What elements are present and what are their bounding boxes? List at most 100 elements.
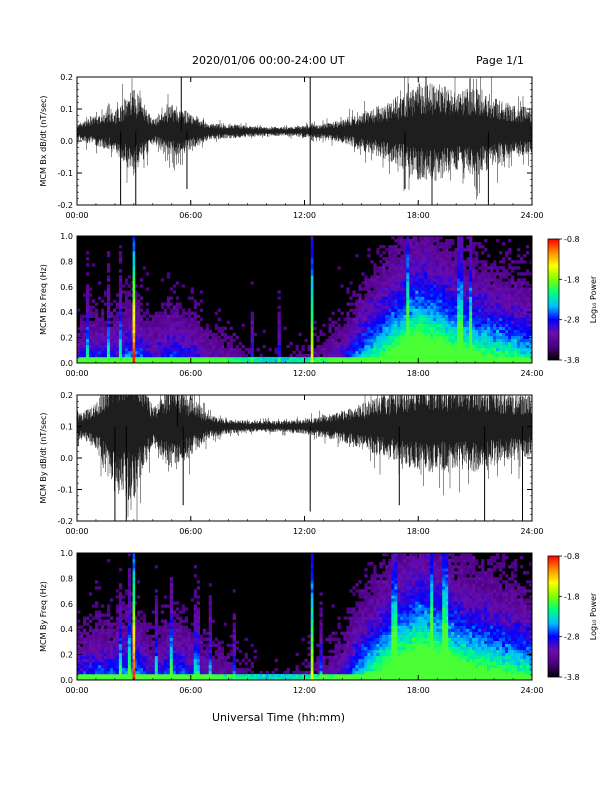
spectrogram-cell [157,317,162,321]
spectrogram-cell [367,254,371,258]
spectrogram-cell [184,652,189,657]
spectrogram-cell [364,311,368,315]
spectrogram-cell [448,278,452,282]
spectrogram-cell [418,344,422,349]
spectrogram-cell [88,658,93,663]
spectrogram-cell [415,299,419,303]
spectrogram-cell [139,616,144,620]
spectrogram-cell [436,248,440,252]
spectrogram-cell [214,350,218,355]
spectrogram-cell [466,356,470,361]
spectrogram-cell [397,287,401,291]
spectrogram-cell [196,601,201,605]
spectrogram-cell [199,344,204,349]
spectrogram-cell [151,323,156,328]
spectrogram-cell [133,293,138,297]
spectrogram-cell [130,628,135,632]
spectrogram-cell [379,296,383,300]
spectrogram-cell [481,275,485,279]
spectrogram-cell [529,293,533,297]
spectrogram-cell [163,670,168,675]
spectrogram-cell [115,667,120,672]
spectrogram-cell [385,293,389,297]
spectrogram-cell [91,320,96,324]
spectrogram-cell [79,347,84,352]
spectrogram-stripe-cell [132,269,136,273]
spectrogram-cell [448,347,452,352]
spectrogram-cell [352,293,356,297]
spectrogram-cell [409,353,413,358]
spectrogram-cell [427,248,431,252]
spectrogram-stripe-cell [132,302,136,306]
spectrogram-cell [178,640,183,645]
spectrogram-cell [112,359,117,364]
spectrogram-cell [400,269,404,273]
spectrogram-cell [133,655,138,660]
spectrogram-cell [118,583,123,587]
spectrogram-cell [484,344,488,349]
spectrogram-cell [412,266,416,270]
spectrogram-cell [490,323,494,328]
spectrogram-cell [511,293,515,297]
spectrogram-cell [523,254,527,258]
spectrogram-cell [475,308,479,312]
spectrogram-cell [268,356,272,361]
spectrogram-cell [115,317,120,321]
spectrogram-cell [214,661,218,666]
spectrogram-cell [448,308,452,312]
spectrogram-cell [349,302,353,306]
spectrogram-cell [505,326,509,331]
spectrogram-cell [166,637,171,641]
spectrogram-cell [163,311,168,315]
spectrogram-cell [166,604,171,608]
spectrogram-cell [190,344,195,349]
spectrogram-cell [130,649,135,654]
spectrogram-cell [499,296,503,300]
spectrogram-cell [103,359,108,364]
spectrogram-cell [97,317,102,321]
spectrogram-stripe-cell [310,275,314,279]
spectrogram-cell [106,269,111,273]
spectrogram-cell [346,314,350,318]
spectrogram-cell [157,676,162,681]
spectrogram-cell [208,655,212,660]
spectrogram-cell [121,338,126,343]
spectrogram-cell [373,350,377,355]
spectrogram-cell [187,655,192,660]
spectrogram-cell [400,335,404,340]
spectrogram-cell [232,673,236,678]
spectrogram-cell [469,359,473,364]
spectrogram-cell [169,601,174,605]
spectrogram-cell [343,326,347,331]
spectrogram-cell [160,619,165,623]
spectrogram-cell [526,314,530,318]
spectrogram-cell [88,592,93,596]
spectrogram-cell [472,323,476,328]
spectrogram-cell [172,335,177,340]
spectrogram-cell [169,341,174,346]
spectrogram-cell [397,260,401,264]
spectrogram-cell [115,359,120,364]
spectrogram-cell [520,290,524,294]
spectrogram-cell [184,323,189,328]
spectrogram-cell [133,284,138,288]
spectrogram-cell [217,676,221,681]
spectrogram-cell [424,335,428,340]
spectrogram-cell [112,338,117,343]
spectrogram-cell [112,649,117,654]
spectrogram-cell [394,269,398,273]
spectrogram-cell [169,628,174,632]
spectrogram-cell [451,275,455,279]
spectrogram-cell [379,320,383,324]
spectrogram-cell [103,676,108,681]
spectrogram-cell [211,335,215,340]
spectrogram-cell [211,673,215,678]
spectrogram-cell [142,359,147,364]
spectrogram-cell [454,341,458,346]
spectrogram-cell [121,625,126,629]
spectrogram-cell [499,284,503,288]
spectrogram-cell [190,670,195,675]
spectrogram-cell [385,353,389,358]
spectrogram-cell [406,254,410,258]
spectrogram-cell [319,350,323,355]
